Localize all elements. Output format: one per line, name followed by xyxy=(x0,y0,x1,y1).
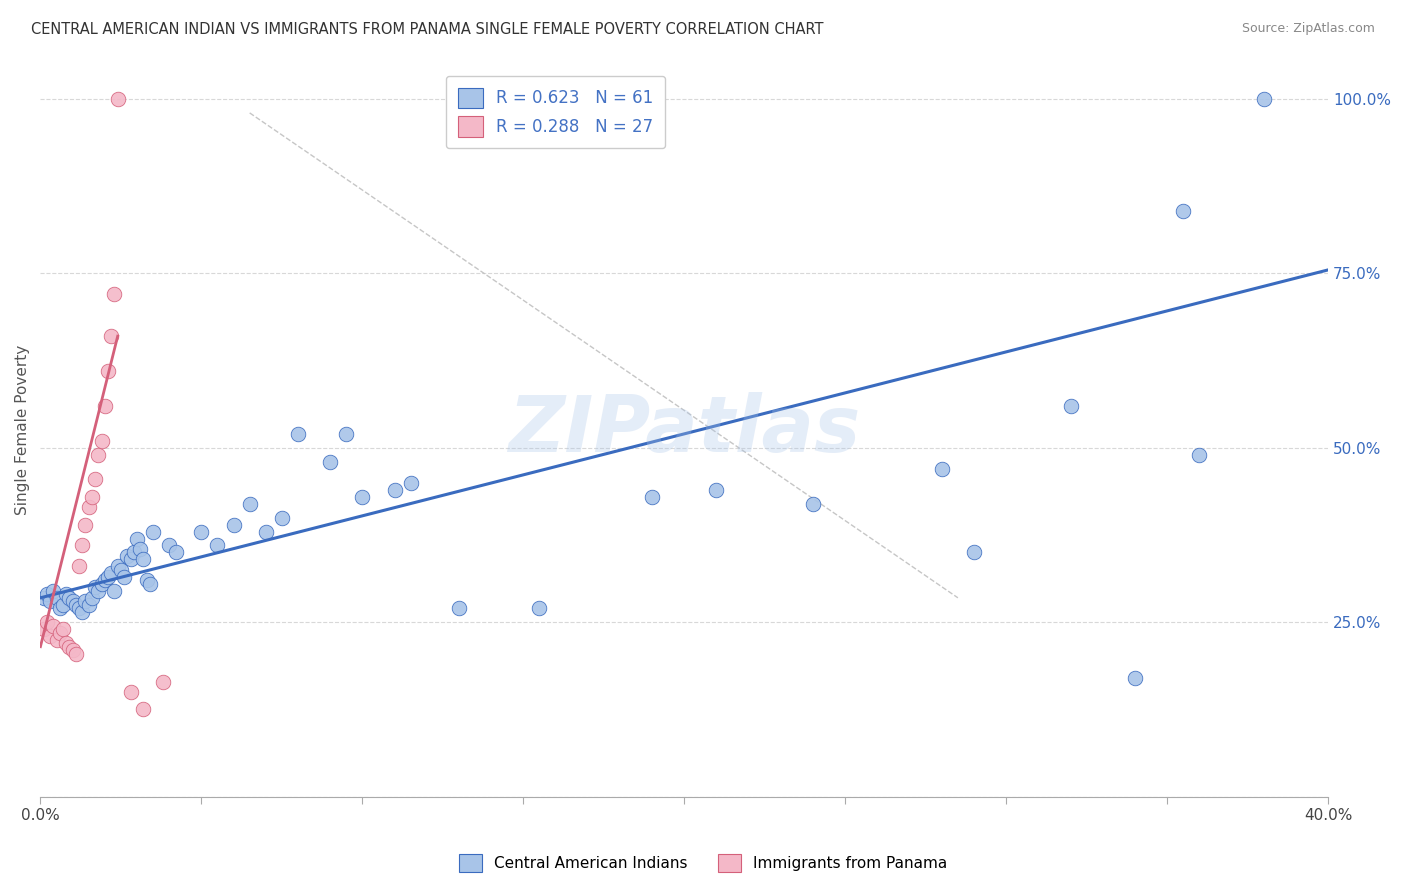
Point xyxy=(931,461,953,475)
Point xyxy=(75,594,97,608)
Point xyxy=(107,92,129,106)
Point xyxy=(87,448,110,462)
Point xyxy=(45,632,67,647)
Point xyxy=(152,674,174,689)
Point xyxy=(45,591,67,605)
Point xyxy=(42,618,65,632)
Point xyxy=(117,549,139,563)
Point xyxy=(62,594,84,608)
Point xyxy=(94,574,117,588)
Point xyxy=(58,640,80,654)
Point xyxy=(399,475,422,490)
Legend: R = 0.623   N = 61, R = 0.288   N = 27: R = 0.623 N = 61, R = 0.288 N = 27 xyxy=(446,76,665,148)
Point xyxy=(87,583,110,598)
Legend: Central American Indians, Immigrants from Panama: Central American Indians, Immigrants fro… xyxy=(451,846,955,880)
Point xyxy=(90,434,112,448)
Point xyxy=(352,490,374,504)
Point xyxy=(801,497,824,511)
Point xyxy=(107,559,129,574)
Point xyxy=(72,539,94,553)
Point xyxy=(222,517,245,532)
Point xyxy=(1173,203,1195,218)
Y-axis label: Single Female Poverty: Single Female Poverty xyxy=(15,345,30,516)
Point xyxy=(97,364,120,378)
Point xyxy=(1253,92,1275,106)
Point xyxy=(65,647,87,661)
Point xyxy=(58,591,80,605)
Point xyxy=(120,552,142,566)
Point xyxy=(239,497,262,511)
Point xyxy=(384,483,406,497)
Point xyxy=(1188,448,1211,462)
Point xyxy=(84,580,107,594)
Point xyxy=(142,524,165,539)
Point xyxy=(94,399,117,413)
Point xyxy=(67,601,90,615)
Point xyxy=(55,587,77,601)
Point xyxy=(254,524,277,539)
Point xyxy=(52,598,75,612)
Point xyxy=(48,601,70,615)
Point xyxy=(287,426,309,441)
Point xyxy=(77,500,100,515)
Point xyxy=(447,601,470,615)
Point xyxy=(100,329,122,343)
Point xyxy=(335,426,357,441)
Point xyxy=(165,545,187,559)
Point xyxy=(77,598,100,612)
Point xyxy=(641,490,664,504)
Point xyxy=(97,570,120,584)
Point xyxy=(270,510,292,524)
Point xyxy=(55,636,77,650)
Point xyxy=(1059,399,1081,413)
Point xyxy=(48,625,70,640)
Point xyxy=(135,574,157,588)
Point xyxy=(529,601,551,615)
Point xyxy=(319,455,342,469)
Point xyxy=(207,539,229,553)
Point xyxy=(42,583,65,598)
Point xyxy=(32,622,55,636)
Point xyxy=(100,566,122,581)
Point xyxy=(125,532,148,546)
Point xyxy=(90,577,112,591)
Point xyxy=(103,583,125,598)
Point xyxy=(52,622,75,636)
Point xyxy=(157,539,180,553)
Point xyxy=(75,517,97,532)
Point xyxy=(35,587,58,601)
Point xyxy=(132,702,155,716)
Point xyxy=(139,577,162,591)
Point xyxy=(39,629,62,643)
Point xyxy=(706,483,728,497)
Point xyxy=(112,570,135,584)
Point xyxy=(190,524,212,539)
Point xyxy=(120,685,142,699)
Text: CENTRAL AMERICAN INDIAN VS IMMIGRANTS FROM PANAMA SINGLE FEMALE POVERTY CORRELAT: CENTRAL AMERICAN INDIAN VS IMMIGRANTS FR… xyxy=(31,22,824,37)
Point xyxy=(35,615,58,630)
Point xyxy=(65,598,87,612)
Text: Source: ZipAtlas.com: Source: ZipAtlas.com xyxy=(1241,22,1375,36)
Point xyxy=(80,591,103,605)
Point xyxy=(80,490,103,504)
Point xyxy=(963,545,986,559)
Point xyxy=(32,591,55,605)
Point xyxy=(62,643,84,657)
Text: ZIPatlas: ZIPatlas xyxy=(508,392,860,468)
Point xyxy=(110,563,132,577)
Point xyxy=(84,472,107,486)
Point xyxy=(1123,671,1146,685)
Point xyxy=(132,552,155,566)
Point xyxy=(129,541,152,556)
Point xyxy=(72,605,94,619)
Point xyxy=(39,594,62,608)
Point xyxy=(103,287,125,301)
Point xyxy=(67,559,90,574)
Point xyxy=(122,545,145,559)
